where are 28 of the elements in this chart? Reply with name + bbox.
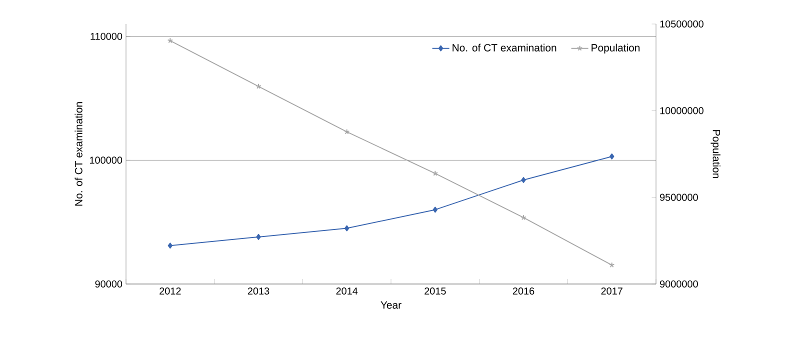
- legend-label: No. of CT examination: [452, 44, 556, 52]
- point: [344, 128, 350, 134]
- point: [344, 225, 350, 232]
- point: [520, 214, 526, 220]
- y-tick-label: 90000: [95, 280, 122, 288]
- point: [609, 153, 614, 160]
- x-tick-label: 2017: [601, 288, 622, 295]
- y2-axis-title: Population: [710, 130, 720, 178]
- point: [432, 206, 438, 213]
- point: [521, 177, 526, 183]
- x-tick-label: 2016: [512, 288, 534, 295]
- x-tick-label: 2015: [424, 288, 446, 295]
- x-tick-label: 2013: [248, 288, 270, 295]
- x-tick-label: 2014: [336, 288, 358, 295]
- y2-tick-label: 10500000: [660, 20, 704, 28]
- x-tick-label: 2012: [160, 288, 181, 295]
- y-tick-label: 100000: [90, 156, 122, 164]
- x-axis-title: Year: [380, 301, 402, 309]
- point: [432, 170, 438, 176]
- point: [256, 83, 262, 89]
- legend-label: Population: [592, 44, 640, 54]
- y-axis-title: No. of CT examination: [74, 102, 82, 206]
- y2-tick-label: 9500000: [660, 194, 698, 201]
- y-tick-label: 110000: [90, 32, 122, 40]
- y2-tick-label: 10000000: [660, 107, 704, 114]
- y2-tick-label: 9000000: [660, 280, 698, 288]
- point: [256, 234, 261, 240]
- point: [168, 242, 173, 249]
